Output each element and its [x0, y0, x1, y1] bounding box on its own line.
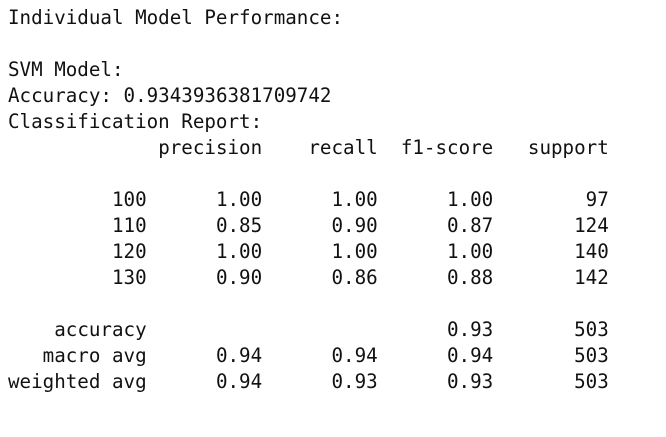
cell-f1-score: 0.87	[447, 214, 494, 237]
cell-support: 503	[574, 318, 609, 341]
cell-recall: 0.86	[331, 266, 378, 289]
cell-recall: 0.94	[331, 344, 378, 367]
column-header-recall: recall	[308, 136, 378, 159]
row-label: accuracy	[54, 318, 147, 341]
row-label: macro avg	[42, 344, 147, 367]
column-header-support: support	[527, 136, 609, 159]
row-label: 110	[111, 214, 147, 237]
cell-precision: 0.94	[215, 344, 263, 367]
cell-f1-score: 0.93	[447, 318, 494, 341]
accuracy-label: Accuracy:	[8, 84, 112, 107]
cell-recall: 0.93	[331, 370, 378, 393]
column-header-precision: precision	[158, 136, 263, 159]
model-name: SVM Model:	[8, 58, 124, 81]
cell-precision: 1.00	[215, 188, 263, 211]
cell-precision: 0.85	[215, 214, 263, 237]
cell-f1-score: 1.00	[447, 240, 494, 263]
cell-support: 503	[574, 370, 609, 393]
row-label: weighted avg	[8, 370, 147, 393]
cell-support: 97	[585, 188, 609, 211]
cell-f1-score: 1.00	[447, 188, 494, 211]
cell-support: 140	[574, 240, 609, 263]
cell-recall: 1.00	[331, 188, 378, 211]
accuracy-value: 0.9343936381709742	[123, 84, 332, 107]
cell-support: 124	[574, 214, 609, 237]
row-label: 130	[111, 266, 147, 289]
output-title: Individual Model Performance:	[8, 6, 344, 29]
cell-recall: 0.90	[331, 214, 378, 237]
cell-f1-score: 0.93	[447, 370, 494, 393]
cell-precision: 1.00	[215, 240, 263, 263]
row-label: 100	[111, 188, 147, 211]
cell-support: 142	[574, 266, 609, 289]
column-header-f1-score: f1-score	[400, 136, 494, 159]
cell-precision: 0.94	[215, 370, 263, 393]
cell-support: 503	[574, 344, 609, 367]
cell-precision: 0.90	[215, 266, 263, 289]
console-output: Individual Model Performance: SVM Model:…	[8, 6, 609, 393]
cell-recall: 1.00	[331, 240, 378, 263]
cell-f1-score: 0.94	[447, 344, 494, 367]
row-label: 120	[111, 240, 147, 263]
cell-f1-score: 0.88	[447, 266, 494, 289]
report-label: Classification Report:	[8, 110, 263, 133]
